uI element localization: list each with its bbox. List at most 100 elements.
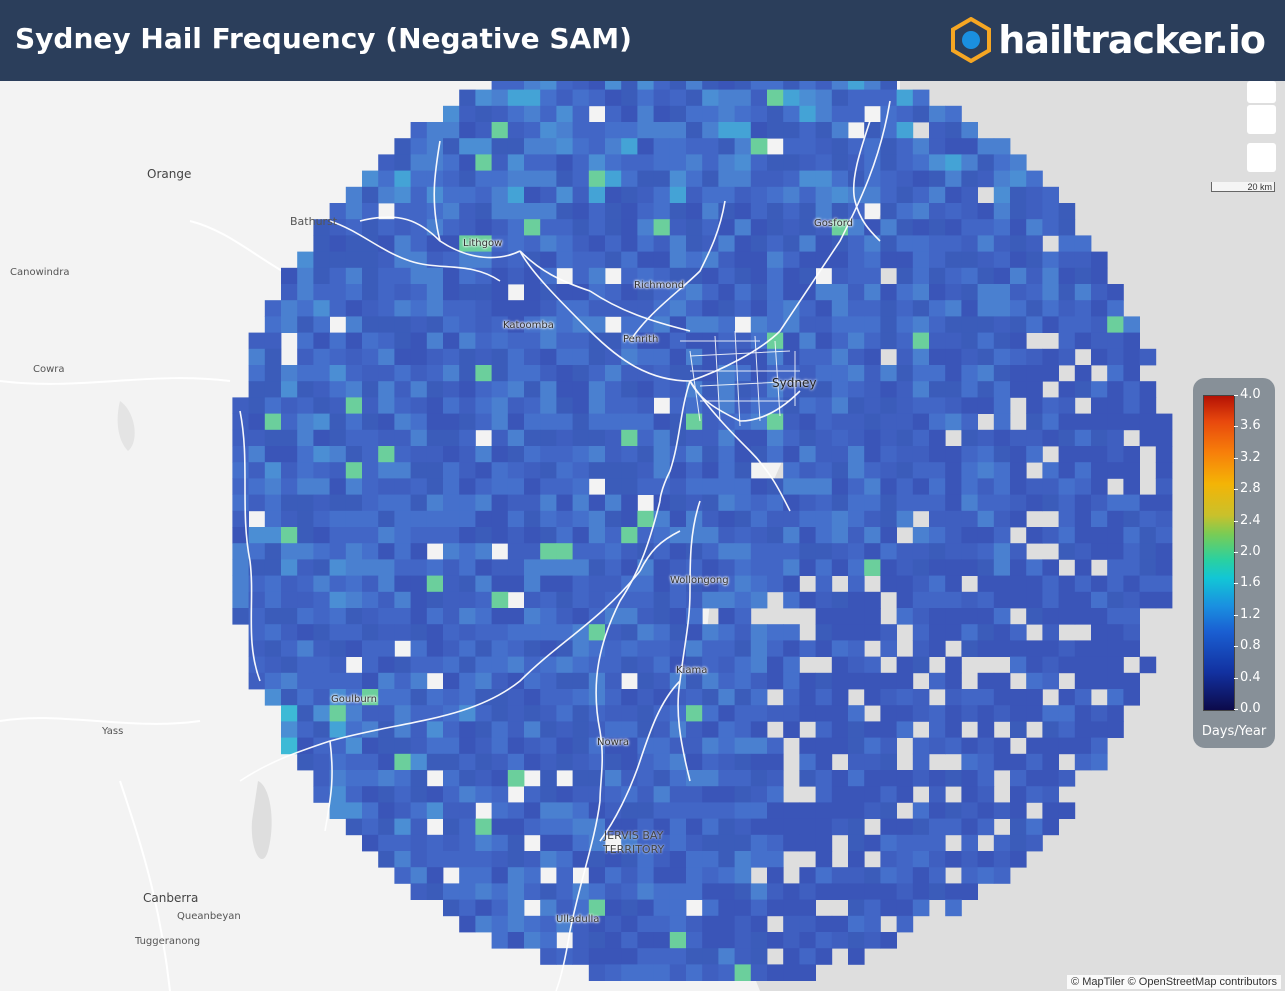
hail-cell <box>912 867 930 884</box>
hail-cell <box>864 559 881 576</box>
hail-cell <box>1026 705 1043 722</box>
hail-cell <box>556 446 573 463</box>
hail-cell <box>783 138 800 155</box>
hail-cell <box>945 883 962 900</box>
hail-cell <box>750 689 768 706</box>
hail-cell <box>362 478 379 495</box>
hail-cell <box>572 105 590 123</box>
hail-cell <box>345 705 363 722</box>
hail-cell <box>669 591 687 609</box>
hail-cell <box>572 559 590 576</box>
hail-cell <box>815 689 833 706</box>
hail-cell <box>1010 624 1027 641</box>
hail-cell <box>718 786 735 803</box>
hail-cell <box>848 608 865 625</box>
hail-cell <box>621 251 638 269</box>
hail-cell <box>1091 656 1108 674</box>
hail-cell <box>410 753 428 771</box>
hail-cell <box>718 122 735 139</box>
map-attribution[interactable]: © MapTiler © OpenStreetMap contributors <box>1067 975 1281 989</box>
hail-map[interactable]: Orange Bathurst Canowindra Cowra Yass Ca… <box>0 81 1285 991</box>
hail-cell <box>410 834 428 852</box>
place-label-goulburn: Goulburn <box>331 694 377 705</box>
hail-cell <box>945 316 962 333</box>
hail-cell <box>1058 575 1076 593</box>
hail-cell <box>410 348 428 366</box>
hail-cell <box>977 203 995 220</box>
hail-cell <box>799 559 816 576</box>
hail-cell <box>459 413 476 431</box>
hail-cell <box>426 656 444 674</box>
hail-cell <box>378 300 395 317</box>
hail-cell <box>394 867 411 884</box>
hail-cell <box>540 186 557 204</box>
hail-cell <box>588 348 606 366</box>
hail-cell <box>831 300 849 317</box>
hail-cell <box>718 267 735 285</box>
hail-cell <box>491 883 509 900</box>
hail-cell <box>540 267 557 285</box>
hail-cell <box>362 591 379 609</box>
hail-cell <box>848 251 865 269</box>
hail-cell <box>588 267 606 285</box>
hail-cell <box>540 365 557 382</box>
hail-cell <box>588 883 606 900</box>
hail-cell <box>1010 559 1027 576</box>
hail-cell <box>831 672 849 690</box>
hail-cell <box>669 851 687 868</box>
hail-cell <box>734 478 752 495</box>
hail-cell <box>605 462 622 479</box>
hail-cell <box>961 397 978 414</box>
fullscreen-button[interactable] <box>1247 143 1276 172</box>
hail-cell <box>443 737 460 755</box>
scale-bar: 20 km <box>1211 182 1275 192</box>
zoom-in-button[interactable] <box>1247 81 1276 103</box>
hail-cell <box>507 154 525 171</box>
hail-cell <box>702 186 719 204</box>
hail-cell <box>621 834 638 852</box>
hail-cell <box>297 689 314 706</box>
hail-cell <box>1107 624 1124 641</box>
hail-cell <box>767 235 784 252</box>
hail-cell <box>864 235 881 252</box>
hail-cell <box>637 122 654 139</box>
place-label-jervis-bay-line1: JERVIS BAY <box>603 829 664 842</box>
hail-cell <box>540 834 557 852</box>
hail-cell <box>750 429 768 447</box>
hail-cell <box>848 834 865 852</box>
hail-cell <box>896 365 914 382</box>
hail-cell <box>329 786 347 803</box>
hail-cell <box>540 122 557 139</box>
hail-cell <box>281 429 298 447</box>
hail-cell <box>912 705 930 722</box>
hail-cell <box>507 446 525 463</box>
hail-cell <box>410 818 428 836</box>
hail-cell <box>540 446 557 463</box>
brand-logo[interactable]: hailtracker.io <box>950 14 1266 66</box>
hail-cell <box>1026 365 1043 382</box>
hail-cell <box>945 300 962 317</box>
hail-cell <box>653 818 671 836</box>
hail-cell <box>1042 591 1059 609</box>
hail-cell <box>297 737 314 755</box>
hail-cell <box>848 575 865 593</box>
hail-cell <box>394 591 411 609</box>
hail-cell <box>653 705 671 722</box>
hail-cell <box>1123 332 1140 350</box>
hail-cell <box>1123 527 1140 544</box>
hail-cell <box>491 851 509 868</box>
hail-cell <box>718 915 735 933</box>
hail-cell <box>540 705 557 722</box>
hail-cell <box>718 413 735 431</box>
hail-cell <box>734 413 752 431</box>
hail-cell <box>1123 624 1140 641</box>
hail-cell <box>281 608 298 625</box>
hail-cell <box>410 300 428 317</box>
hail-cell <box>767 203 784 220</box>
hail-cell <box>831 316 849 333</box>
hail-cell <box>961 689 978 706</box>
place-label-lithgow: Lithgow <box>463 238 503 249</box>
hail-cell <box>864 186 881 204</box>
zoom-out-button[interactable] <box>1247 105 1276 134</box>
hail-cell <box>491 462 509 479</box>
